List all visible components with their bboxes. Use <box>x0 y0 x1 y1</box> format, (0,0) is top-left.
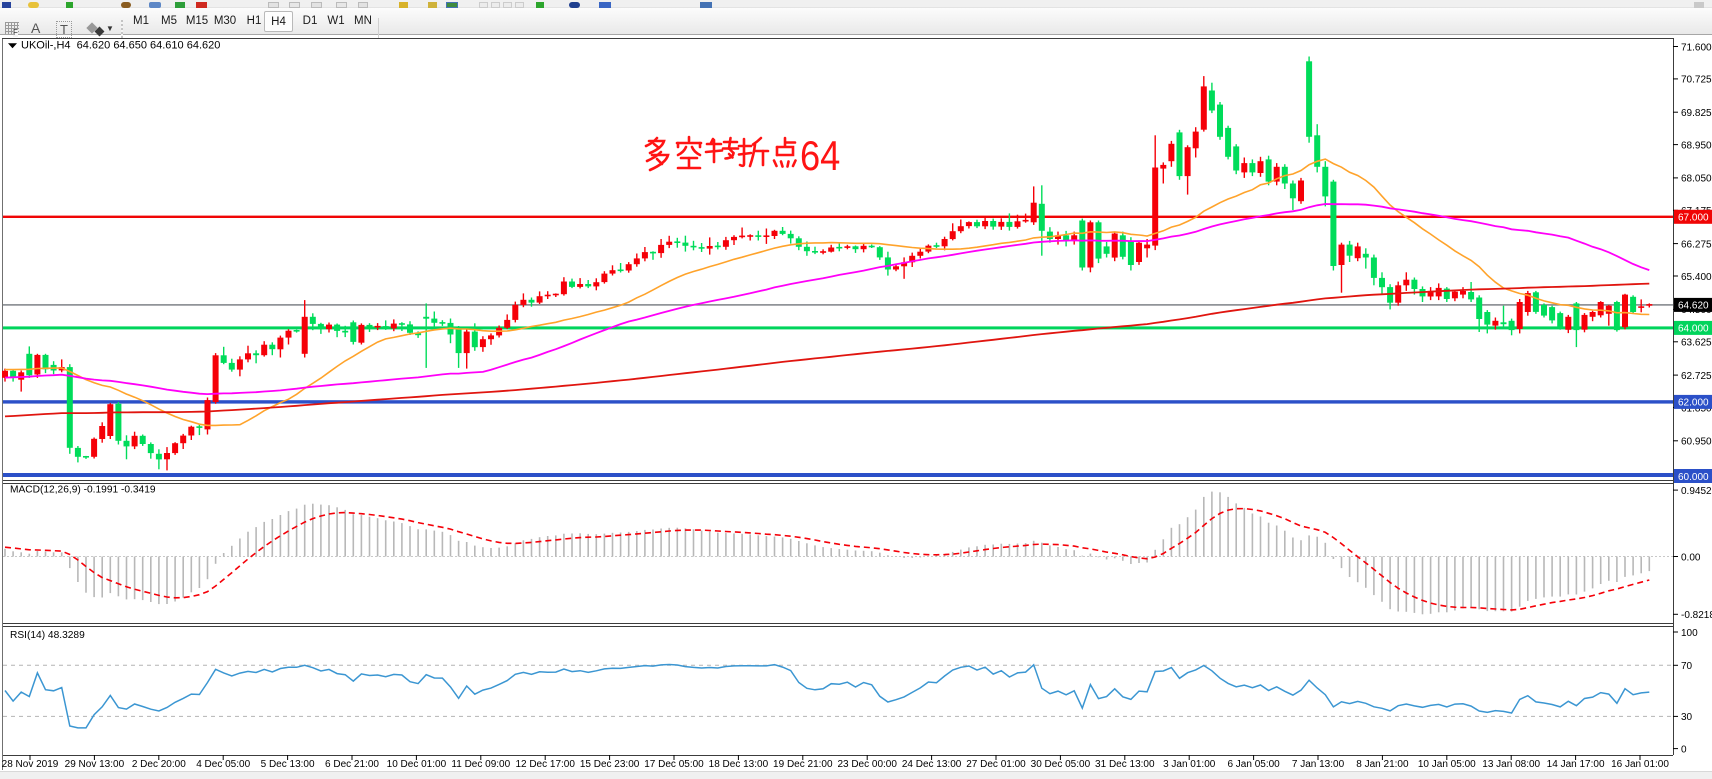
svg-text:60.950: 60.950 <box>1681 437 1712 448</box>
svg-text:UKOil-,H4 64.620 64.650 64.61: UKOil-,H4 64.620 64.650 64.610 64.620 <box>21 40 220 52</box>
svg-text:12 Dec 17:00: 12 Dec 17:00 <box>515 759 575 770</box>
svg-text:29 Nov 13:00: 29 Nov 13:00 <box>65 759 125 770</box>
svg-text:10 Dec 01:00: 10 Dec 01:00 <box>387 759 447 770</box>
svg-text:60.000: 60.000 <box>1678 472 1709 483</box>
svg-text:19 Dec 21:00: 19 Dec 21:00 <box>773 759 833 770</box>
svg-text:68.050: 68.050 <box>1681 174 1712 185</box>
svg-text:5 Dec 13:00: 5 Dec 13:00 <box>261 759 315 770</box>
svg-text:4 Dec 05:00: 4 Dec 05:00 <box>196 759 250 770</box>
svg-text:23 Dec 00:00: 23 Dec 00:00 <box>837 759 897 770</box>
svg-text:3 Jan 01:00: 3 Jan 01:00 <box>1163 759 1216 770</box>
svg-text:30 Dec 05:00: 30 Dec 05:00 <box>1031 759 1091 770</box>
svg-text:27 Dec 01:00: 27 Dec 01:00 <box>966 759 1026 770</box>
svg-text:65.400: 65.400 <box>1681 272 1712 283</box>
svg-text:10 Jan 05:00: 10 Jan 05:00 <box>1418 759 1476 770</box>
svg-text:67.000: 67.000 <box>1678 213 1709 224</box>
svg-text:70: 70 <box>1681 661 1693 672</box>
svg-text:64.000: 64.000 <box>1678 324 1709 335</box>
svg-text:0.00: 0.00 <box>1681 552 1701 563</box>
svg-text:6 Jan 05:00: 6 Jan 05:00 <box>1227 759 1280 770</box>
svg-text:15 Dec 23:00: 15 Dec 23:00 <box>580 759 640 770</box>
svg-text:28 Nov 2019: 28 Nov 2019 <box>2 759 59 770</box>
svg-text:18 Dec 13:00: 18 Dec 13:00 <box>709 759 769 770</box>
svg-text:0: 0 <box>1681 744 1687 755</box>
svg-text:31 Dec 13:00: 31 Dec 13:00 <box>1095 759 1155 770</box>
svg-text:16 Jan 01:00: 16 Jan 01:00 <box>1611 759 1669 770</box>
svg-text:69.825: 69.825 <box>1681 108 1712 119</box>
svg-text:63.625: 63.625 <box>1681 338 1712 349</box>
svg-text:6 Dec 21:00: 6 Dec 21:00 <box>325 759 379 770</box>
svg-text:7 Jan 13:00: 7 Jan 13:00 <box>1292 759 1345 770</box>
svg-text:100: 100 <box>1681 628 1698 639</box>
svg-text:30: 30 <box>1681 712 1693 723</box>
svg-text:0.9452: 0.9452 <box>1681 486 1712 497</box>
svg-text:24 Dec 13:00: 24 Dec 13:00 <box>902 759 962 770</box>
svg-text:14 Jan 17:00: 14 Jan 17:00 <box>1547 759 1605 770</box>
svg-text:RSI(14) 48.3289: RSI(14) 48.3289 <box>10 630 85 641</box>
svg-text:-0.8218: -0.8218 <box>1681 610 1712 621</box>
svg-text:MACD(12,26,9) -0.1991 -0.3419: MACD(12,26,9) -0.1991 -0.3419 <box>10 485 156 496</box>
svg-text:71.600: 71.600 <box>1681 42 1712 53</box>
svg-text:62.000: 62.000 <box>1678 398 1709 409</box>
svg-text:68.950: 68.950 <box>1681 140 1712 151</box>
svg-text:17 Dec 05:00: 17 Dec 05:00 <box>644 759 704 770</box>
svg-text:70.725: 70.725 <box>1681 75 1712 86</box>
svg-text:62.725: 62.725 <box>1681 371 1712 382</box>
svg-text:66.275: 66.275 <box>1681 239 1712 250</box>
svg-text:2 Dec 20:00: 2 Dec 20:00 <box>132 759 186 770</box>
svg-text:13 Jan 08:00: 13 Jan 08:00 <box>1482 759 1540 770</box>
svg-text:64: 64 <box>800 134 840 180</box>
svg-text:11 Dec 09:00: 11 Dec 09:00 <box>451 759 510 770</box>
svg-text:64.620: 64.620 <box>1678 301 1709 312</box>
svg-text:8 Jan 21:00: 8 Jan 21:00 <box>1356 759 1409 770</box>
